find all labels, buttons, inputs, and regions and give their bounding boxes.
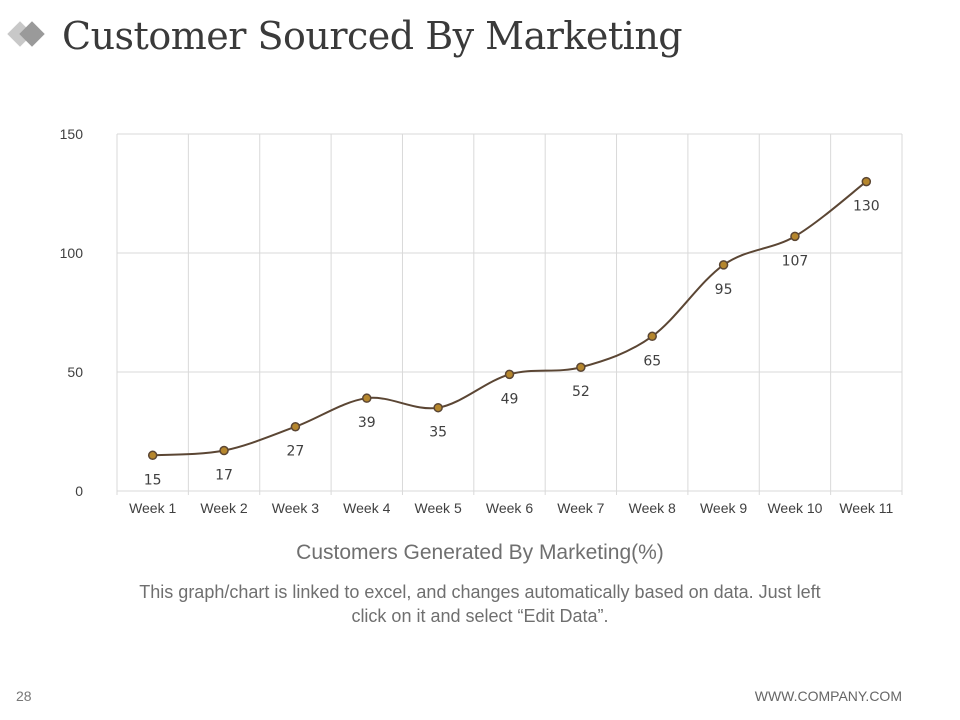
chart-title: Customers Generated By Marketing(%): [296, 541, 664, 564]
x-tick-label: Week 9: [700, 500, 747, 516]
data-label: 17: [215, 468, 233, 484]
data-point: [647, 331, 657, 342]
x-tick-label: Week 7: [557, 500, 604, 516]
data-label: 52: [572, 384, 590, 400]
y-tick-label: 0: [75, 483, 83, 499]
x-tick-label: Week 5: [415, 500, 462, 516]
data-label: 130: [853, 199, 880, 215]
data-point: [576, 362, 586, 372]
x-tick-label: Week 8: [629, 500, 676, 516]
page-number: 28: [16, 688, 32, 704]
y-tick-label: 150: [60, 126, 84, 142]
x-tick-label: Week 11: [839, 500, 893, 516]
logo-diamond-dark: [19, 21, 45, 47]
data-point: [504, 369, 515, 380]
slide-title: Customer Sourced By Marketing: [62, 14, 683, 58]
x-tick-label: Week 4: [343, 500, 390, 516]
footer-url: WWW.COMPANY.COM: [754, 688, 902, 704]
data-label: 65: [643, 353, 661, 369]
data-point: [718, 260, 729, 270]
data-label: 49: [501, 391, 519, 407]
data-point: [790, 231, 800, 242]
data-point: [219, 445, 229, 456]
data-point: [147, 450, 158, 461]
data-label: 95: [715, 282, 733, 298]
y-tick-label: 50: [67, 364, 83, 380]
x-tick-label: Week 1: [129, 500, 176, 516]
logo-diamonds-icon: [7, 21, 45, 47]
data-label: 35: [429, 425, 447, 441]
data-point: [861, 176, 872, 187]
data-label: 39: [358, 415, 376, 431]
data-point: [362, 393, 372, 403]
data-point: [290, 421, 301, 432]
data-point: [433, 402, 443, 413]
x-tick-label: Week 10: [767, 500, 822, 516]
edit-data-note: This graph/chart is linked to excel, and…: [139, 582, 821, 626]
data-label: 15: [144, 472, 162, 488]
x-tick-label: Week 3: [272, 500, 319, 516]
data-label: 27: [286, 444, 304, 460]
data-label: 107: [782, 253, 809, 269]
y-tick-label: 100: [60, 245, 84, 261]
x-tick-label: Week 6: [486, 500, 533, 516]
line-chart[interactable]: 0 50 100 150 Week 1 Week 2 Week 3 Week 4 Week 5 W…: [0, 0, 960, 530]
x-tick-label: Week 2: [200, 500, 247, 516]
